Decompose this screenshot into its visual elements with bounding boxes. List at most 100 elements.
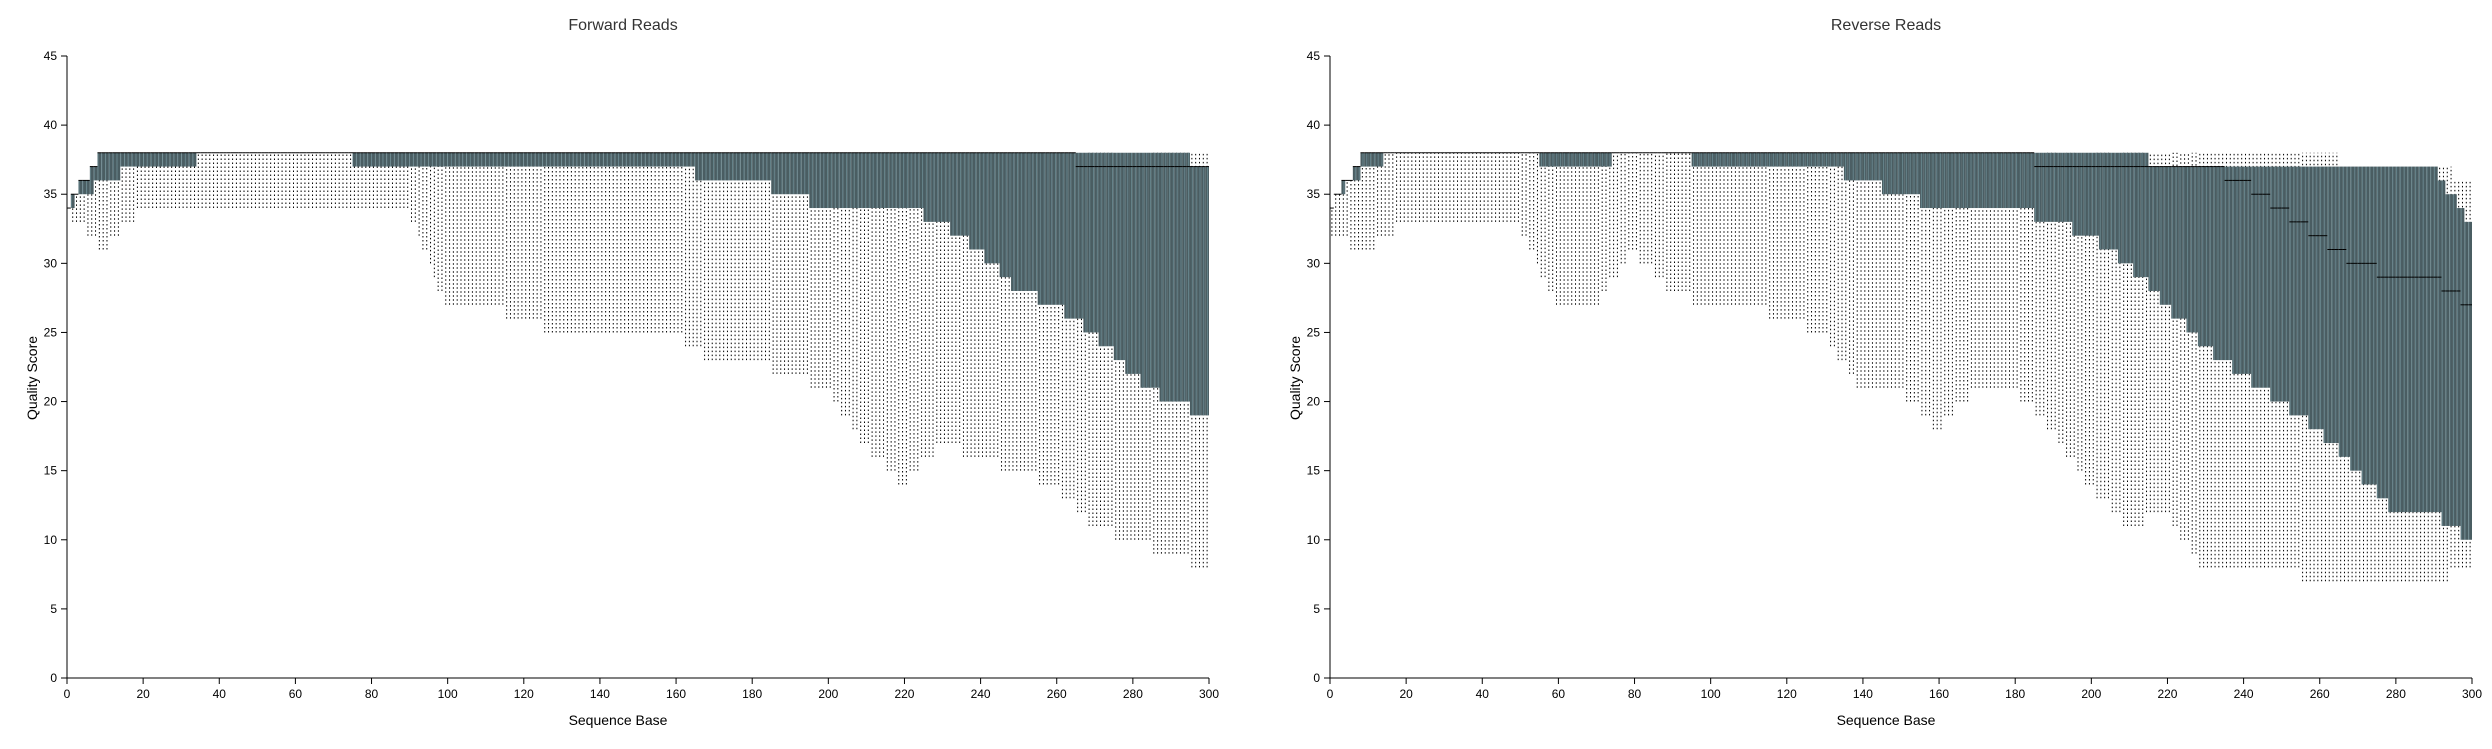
x-tick-label: 60 (1552, 687, 1566, 701)
box (736, 152, 741, 181)
box (1733, 152, 1738, 167)
box (790, 152, 795, 195)
box (805, 152, 810, 195)
box (1174, 152, 1179, 402)
box (356, 152, 361, 167)
box (1779, 152, 1783, 167)
box (1965, 152, 1970, 209)
box (1562, 152, 1567, 167)
box (813, 152, 817, 209)
box (1718, 152, 1723, 167)
box (2430, 166, 2434, 513)
box (683, 152, 688, 167)
box (2114, 152, 2118, 250)
box (1022, 152, 1027, 291)
box (1916, 152, 1921, 195)
box (1794, 152, 1799, 167)
box (870, 152, 875, 209)
box (828, 152, 833, 209)
box (820, 152, 825, 209)
box (691, 152, 696, 167)
y-tick-label: 0 (50, 671, 57, 685)
box (154, 152, 159, 167)
box (2213, 166, 2217, 361)
box (2194, 166, 2198, 333)
box (573, 152, 578, 167)
y-tick-label: 5 (50, 602, 57, 616)
box (1379, 152, 1384, 167)
box (2350, 166, 2354, 471)
box (2079, 152, 2084, 236)
x-tick-label: 80 (1628, 687, 1642, 701)
box (934, 152, 939, 222)
box (584, 152, 589, 167)
box (2346, 166, 2351, 457)
box (851, 152, 855, 209)
box (1855, 152, 1860, 181)
box (455, 152, 460, 167)
box (1790, 152, 1795, 167)
box (70, 194, 75, 209)
y-tick-label: 30 (44, 256, 58, 270)
box (158, 152, 163, 167)
box (641, 152, 646, 167)
box (881, 152, 886, 209)
box (2007, 152, 2012, 209)
box (1775, 152, 1780, 167)
box (554, 152, 559, 167)
reverse-reads-svg: Reverse Reads Sequence Base Quality Scor… (1287, 17, 2482, 728)
box (992, 152, 996, 264)
box (1912, 152, 1917, 195)
box (390, 152, 395, 167)
box (550, 152, 555, 167)
box (474, 152, 479, 167)
x-tick-label: 260 (1047, 687, 1067, 701)
box (919, 152, 924, 209)
x-tick-label: 260 (2310, 687, 2330, 701)
box (150, 152, 155, 167)
box (367, 152, 372, 167)
box (638, 152, 642, 167)
box (565, 152, 570, 167)
box (1170, 152, 1175, 402)
box (1364, 152, 1369, 167)
box (2072, 152, 2077, 236)
box (2319, 166, 2324, 430)
box (2380, 166, 2385, 499)
box (896, 152, 901, 209)
box (86, 180, 90, 195)
box (2106, 152, 2111, 250)
box (801, 152, 806, 195)
box (657, 152, 661, 167)
box (1885, 152, 1890, 195)
box (1706, 152, 1711, 167)
box (2076, 152, 2080, 236)
box (192, 152, 197, 167)
box (1699, 152, 1704, 167)
x-axis-label: Sequence Base (569, 712, 668, 728)
box (2209, 166, 2214, 347)
box (615, 152, 619, 167)
box (1973, 152, 1978, 209)
box (379, 152, 383, 167)
box (451, 152, 456, 167)
box (1144, 152, 1149, 388)
box (866, 152, 871, 209)
box (2144, 152, 2149, 278)
box (120, 152, 125, 167)
box (1748, 152, 1753, 167)
box (1722, 152, 1726, 167)
box (2365, 166, 2370, 485)
box (653, 152, 658, 167)
box (371, 152, 376, 167)
box (908, 152, 913, 209)
box (1056, 152, 1061, 305)
box (363, 152, 368, 167)
box (375, 152, 380, 167)
box (2057, 152, 2061, 222)
x-axis-label: Sequence Base (1837, 712, 1936, 728)
box (1596, 152, 1601, 167)
box (2083, 152, 2088, 236)
box (877, 152, 882, 209)
box (862, 152, 867, 209)
